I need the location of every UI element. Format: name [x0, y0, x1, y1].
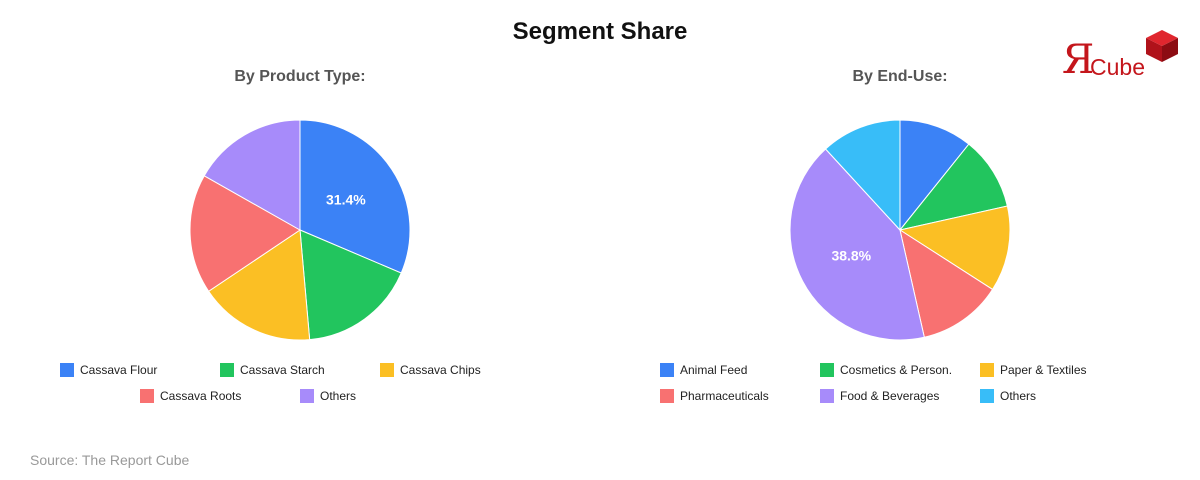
legend-label: Others	[320, 389, 357, 403]
legend-item-others: Others	[980, 388, 1036, 404]
legend-swatch	[660, 363, 674, 377]
legend-item-paper-textiles: Paper & Textiles	[980, 362, 1087, 378]
chart-title: Segment Share	[512, 18, 688, 45]
report-cube-logo: Я Cube	[1062, 28, 1182, 84]
legend-item-cosmetics-person: Cosmetics & Person.	[820, 362, 952, 378]
source-note: Source: The Report Cube	[30, 452, 190, 468]
legend-swatch	[140, 389, 154, 403]
legend-label: Others	[1000, 389, 1037, 403]
legend-swatch	[60, 363, 74, 377]
legend-label: Cassava Flour	[80, 363, 158, 377]
legend-label: Animal Feed	[680, 363, 748, 377]
pie-slice-others	[824, 119, 901, 232]
legend-label: Cassava Chips	[400, 363, 481, 377]
legend-swatch	[820, 389, 834, 403]
legend-item-cassava-flour: Cassava Flour	[60, 362, 157, 378]
legend-label: Cassava Starch	[240, 363, 325, 377]
pie-slice-cosmetics-person	[898, 143, 1008, 231]
product-type-pie: 31.4%	[189, 119, 411, 341]
legend-item-cassava-starch: Cassava Starch	[220, 362, 325, 378]
data-label-food-beverages: 38.8%	[831, 248, 871, 264]
legend-label: Paper & Textiles	[1000, 363, 1087, 377]
data-label-cassava-flour: 31.4%	[326, 192, 366, 208]
legend-swatch	[660, 389, 674, 403]
legend-label: Pharmaceuticals	[680, 389, 769, 403]
pie-slice-pharmaceuticals	[899, 228, 994, 338]
product-type-pie-title: By Product Type:	[234, 68, 366, 85]
legend-label: Cassava Roots	[160, 389, 242, 403]
legend-swatch	[300, 389, 314, 403]
legend-swatch	[980, 389, 994, 403]
pie-slice-food-beverages	[789, 148, 925, 341]
legend-item-cassava-roots: Cassava Roots	[140, 388, 241, 404]
legend-item-pharmaceuticals: Pharmaceuticals	[660, 388, 769, 404]
pie-slice-cassava-flour	[299, 119, 411, 274]
cube-icon	[1146, 30, 1178, 62]
legend-swatch	[820, 363, 834, 377]
logo-text: Cube	[1090, 54, 1145, 80]
logo-letter: Я	[1062, 37, 1095, 83]
end-use-pie-title: By End-Use:	[852, 68, 948, 85]
pie-slice-animal-feed	[899, 119, 970, 232]
legend-item-others: Others	[300, 388, 356, 404]
legend-label: Food & Beverages	[840, 389, 940, 403]
pie-slice-cassava-starch	[299, 229, 402, 341]
legend-swatch	[980, 363, 994, 377]
legend-label: Cosmetics & Person.	[840, 363, 953, 377]
pie-slice-cassava-chips	[207, 229, 311, 341]
legend-item-animal-feed: Animal Feed	[660, 362, 747, 378]
pie-slice-others	[203, 119, 301, 231]
legend-item-food-beverages: Food & Beverages	[820, 388, 939, 404]
legend-item-cassava-chips: Cassava Chips	[380, 362, 481, 378]
end-use-pie: 38.8%	[789, 119, 1011, 341]
legend-swatch	[220, 363, 234, 377]
legend-swatch	[380, 363, 394, 377]
pie-slice-paper-textiles	[898, 205, 1011, 291]
pie-slice-cassava-roots	[189, 175, 301, 292]
